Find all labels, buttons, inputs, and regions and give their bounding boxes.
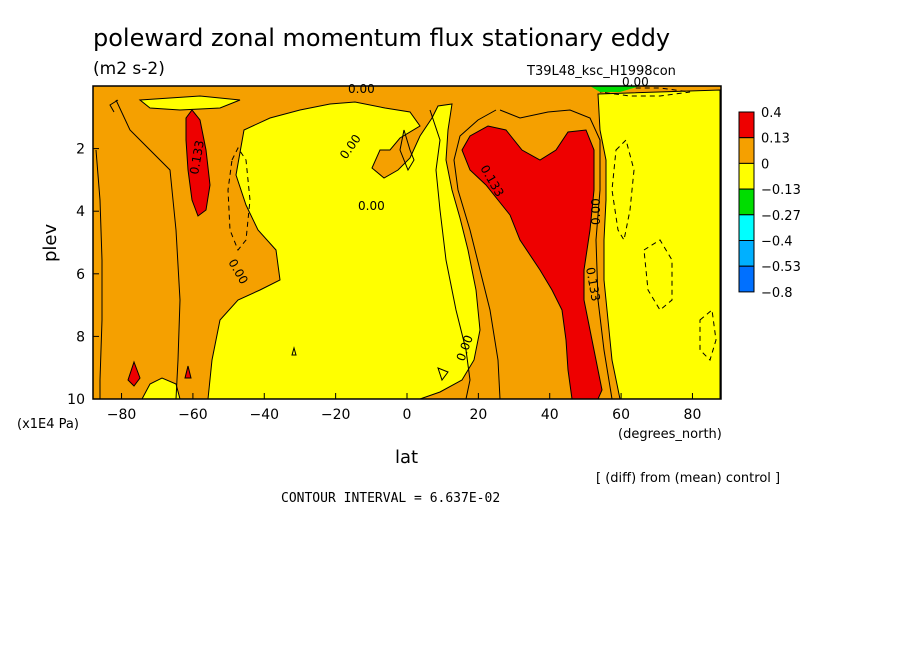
- x-tick-label: 80: [684, 407, 702, 423]
- y-tick-label: 10: [67, 392, 85, 408]
- colorbar-label: −0.4: [761, 235, 793, 250]
- contour-label: 0.133: [187, 139, 207, 175]
- x-tick-label: 0: [403, 407, 412, 423]
- colorbar-label: 0.13: [761, 132, 790, 147]
- contour-label: 0.00: [589, 198, 603, 225]
- plot-area: [92, 85, 722, 400]
- x-tick-label: −80: [107, 407, 137, 423]
- colorbar-swatch: [738, 214, 755, 242]
- field-red-small-2: [184, 365, 192, 379]
- y-tick-label: 2: [76, 142, 85, 158]
- field-yellow-topleft: [138, 95, 241, 111]
- x-axis-label: lat: [395, 447, 418, 468]
- x-tick-label: −60: [178, 407, 208, 423]
- colorbar-swatch: [738, 162, 755, 190]
- colorbar-swatch: [738, 111, 755, 139]
- contour-lines: [95, 99, 613, 400]
- colorbar-swatch: [738, 265, 755, 293]
- colorbar-label: −0.13: [761, 183, 801, 198]
- colorbar-label: −0.27: [761, 209, 801, 224]
- contour-lines-dashed: [227, 87, 717, 361]
- run-label: T39L48_ksc_H1998con: [526, 64, 676, 79]
- field-green-top: [590, 86, 640, 92]
- colorbar-label: −0.8: [761, 286, 793, 301]
- colorbar-swatch: [738, 137, 755, 164]
- colorbar-label: 0: [761, 157, 769, 172]
- field-red-right: [461, 125, 603, 400]
- contour-label: 0.00: [348, 82, 375, 96]
- field-yellow-right: [597, 89, 721, 400]
- x-tick-label: −40: [249, 407, 279, 423]
- y-tick-label: 8: [76, 329, 85, 345]
- colorbar-label: −0.53: [761, 260, 801, 275]
- x-axis: −80 −60 −40 −20 0 20 40 60 80: [107, 393, 702, 423]
- colorbar-swatch: [738, 188, 755, 216]
- contour-interval: CONTOUR INTERVAL = 6.637E-02: [281, 491, 500, 506]
- y-axis: 2 4 6 8 10: [67, 142, 99, 408]
- contour-label: 0.133: [583, 266, 603, 302]
- x-tick-label: 40: [541, 407, 559, 423]
- chart-units: (m2 s-2): [93, 59, 165, 79]
- y-axis-label: plev: [40, 223, 61, 262]
- x-tick-label: −20: [321, 407, 351, 423]
- y-units: (x1E4 Pa): [17, 417, 79, 432]
- field-yellow-center: [207, 101, 481, 400]
- contour-label: 0.00: [358, 199, 385, 213]
- field-red-small-1: [127, 360, 141, 387]
- x-tick-label: 60: [612, 407, 630, 423]
- contour-label: 0.00: [622, 75, 649, 89]
- footnote: [ (diff) from (mean) control ]: [596, 471, 780, 486]
- y-tick-label: 4: [76, 204, 85, 220]
- x-units: (degrees_north): [618, 427, 722, 442]
- x-tick-label: 20: [469, 407, 487, 423]
- colorbar: 0.4 0.13 0 −0.13 −0.27 −0.4 −0.53 −0.8: [738, 106, 801, 301]
- y-tick-label: 6: [76, 267, 85, 283]
- colorbar-swatch: [738, 240, 755, 267]
- colorbar-label: 0.4: [761, 106, 782, 121]
- field-red-left: [185, 109, 211, 217]
- chart-title: poleward zonal momentum flux stationary …: [93, 24, 670, 52]
